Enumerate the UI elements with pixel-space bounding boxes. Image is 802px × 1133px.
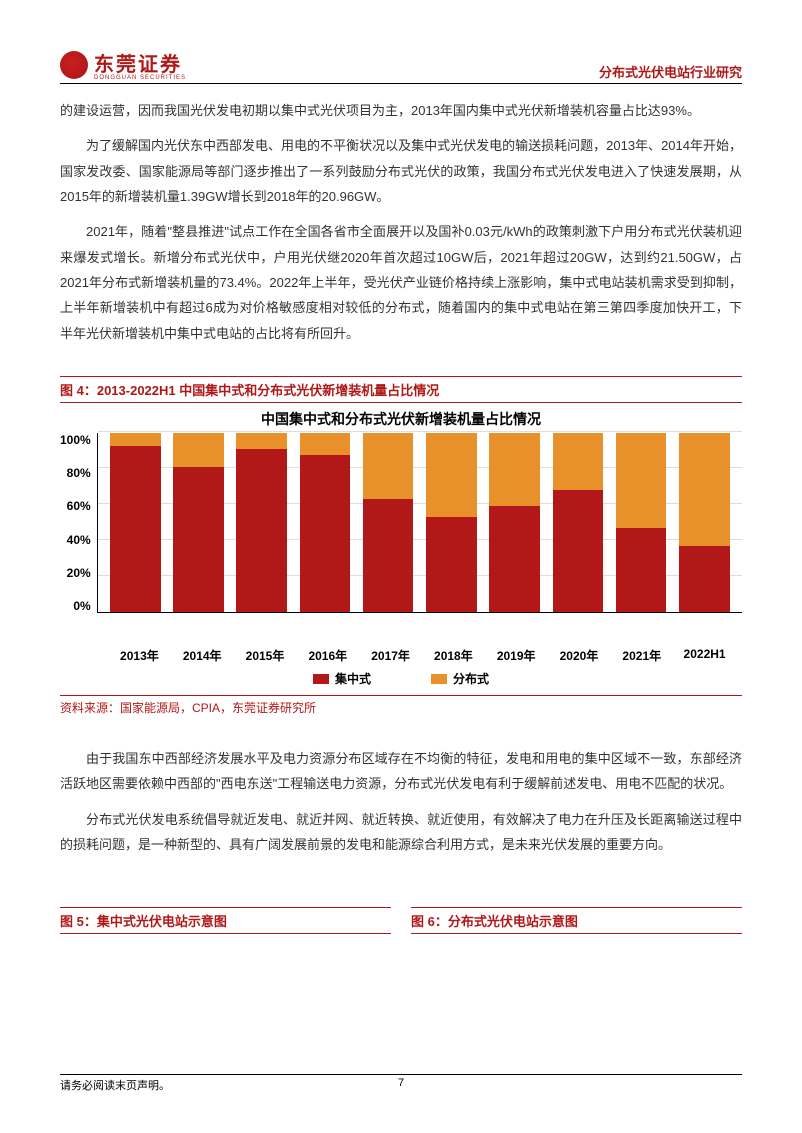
paragraph: 分布式光伏发电系统倡导就近发电、就近并网、就近转换、就近使用，有效解决了电力在升… [60, 807, 742, 858]
footer-disclaimer: 请务必阅读末页声明。 [60, 1077, 170, 1093]
bar-column [553, 433, 604, 612]
bar-segment-distributed [110, 433, 161, 446]
paragraph: 2021年，随着"整县推进"试点工作在全国各省市全面展开以及国补0.03元/kW… [60, 219, 742, 346]
chart-plot [97, 433, 742, 613]
logo-swirl-icon [60, 51, 88, 79]
chart-legend: 集中式 分布式 [60, 670, 742, 687]
x-tick-label: 2020年 [554, 647, 604, 664]
bar-column [363, 433, 414, 612]
x-tick-label: 2015年 [240, 647, 290, 664]
page-footer: 请务必阅读末页声明。 7 [60, 1074, 742, 1093]
x-tick-label: 2021年 [617, 647, 667, 664]
figure-4-label: 图 4：2013-2022H1 中国集中式和分布式光伏新增装机量占比情况 [60, 376, 742, 403]
chart-title: 中国集中式和分布式光伏新增装机量占比情况 [60, 409, 742, 429]
legend-swatch-icon [313, 674, 329, 684]
header-title: 分布式光伏电站行业研究 [599, 62, 742, 81]
legend-distributed: 分布式 [431, 670, 489, 687]
paragraph: 由于我国东中西部经济发展水平及电力资源分布区域存在不均衡的特征，发电和用电的集中… [60, 746, 742, 797]
legend-label: 集中式 [335, 670, 371, 687]
paragraph: 的建设运营，因而我国光伏发电初期以集中式光伏项目为主，2013年国内集中式光伏新… [60, 98, 742, 123]
grid-line [98, 431, 742, 432]
bar-column [426, 433, 477, 612]
y-tick: 80% [67, 466, 91, 480]
lower-figure-labels: 图 5：集中式光伏电站示意图 图 6：分布式光伏电站示意图 [60, 907, 742, 934]
body-text-block: 的建设运营，因而我国光伏发电初期以集中式光伏项目为主，2013年国内集中式光伏新… [60, 98, 742, 346]
bar-segment-centralized [679, 546, 730, 612]
bar-segment-distributed [363, 433, 414, 499]
y-tick: 100% [60, 433, 91, 447]
bar-segment-distributed [300, 433, 351, 454]
bar-segment-distributed [173, 433, 224, 467]
x-tick-label: 2016年 [303, 647, 353, 664]
bar-segment-centralized [236, 449, 287, 612]
y-tick: 60% [67, 499, 91, 513]
y-tick: 20% [67, 566, 91, 580]
bar-segment-distributed [426, 433, 477, 517]
bar-segment-centralized [173, 467, 224, 612]
bar-segment-centralized [426, 517, 477, 612]
x-axis-labels: 2013年 2014年 2015年 2016年 2017年 2018年 2019年 2020年… [102, 647, 742, 664]
x-tick-label: 2017年 [365, 647, 415, 664]
bar-column [173, 433, 224, 612]
logo: 东莞证券 DONGGUAN SECURITIES [60, 48, 186, 81]
bar-column [616, 433, 667, 612]
legend-centralized: 集中式 [313, 670, 371, 687]
y-tick: 40% [67, 533, 91, 547]
paragraph: 为了缓解国内光伏东中西部发电、用电的不平衡状况以及集中式光伏发电的输送损耗问题，… [60, 133, 742, 209]
bar-segment-distributed [236, 433, 287, 449]
logo-text: 东莞证券 [94, 48, 186, 77]
x-tick-label: 2013年 [114, 647, 164, 664]
legend-swatch-icon [431, 674, 447, 684]
bar-column [489, 433, 540, 612]
x-tick-label: 2022H1 [679, 647, 729, 664]
bar-segment-centralized [300, 455, 351, 613]
x-tick-label: 2018年 [428, 647, 478, 664]
figure-6-label: 图 6：分布式光伏电站示意图 [411, 907, 742, 934]
bar-segment-distributed [679, 433, 730, 546]
logo-subtext: DONGGUAN SECURITIES [94, 75, 186, 81]
bar-column [110, 433, 161, 612]
bar-segment-centralized [363, 499, 414, 612]
bar-column [236, 433, 287, 612]
bar-segment-centralized [553, 490, 604, 612]
bar-column [679, 433, 730, 612]
bar-segment-distributed [489, 433, 540, 506]
figure-4-source: 资料来源：国家能源局，CPIA，东莞证券研究所 [60, 695, 742, 716]
body-text-block-2: 由于我国东中西部经济发展水平及电力资源分布区域存在不均衡的特征，发电和用电的集中… [60, 746, 742, 857]
bar-segment-centralized [110, 446, 161, 612]
bar-segment-centralized [489, 506, 540, 612]
bar-segment-distributed [616, 433, 667, 528]
y-axis: 100% 80% 60% 40% 20% 0% [60, 433, 97, 613]
figure-4-chart: 中国集中式和分布式光伏新增装机量占比情况 100%80%60%40%20%0% … [60, 409, 742, 687]
bar-segment-distributed [553, 433, 604, 490]
figure-5-label: 图 5：集中式光伏电站示意图 [60, 907, 391, 934]
legend-label: 分布式 [453, 670, 489, 687]
page-number: 7 [398, 1077, 404, 1089]
page-header: 东莞证券 DONGGUAN SECURITIES 分布式光伏电站行业研究 [60, 48, 742, 84]
y-tick: 0% [73, 599, 90, 613]
bar-column [300, 433, 351, 612]
x-tick-label: 2019年 [491, 647, 541, 664]
x-tick-label: 2014年 [177, 647, 227, 664]
bar-segment-centralized [616, 528, 667, 612]
